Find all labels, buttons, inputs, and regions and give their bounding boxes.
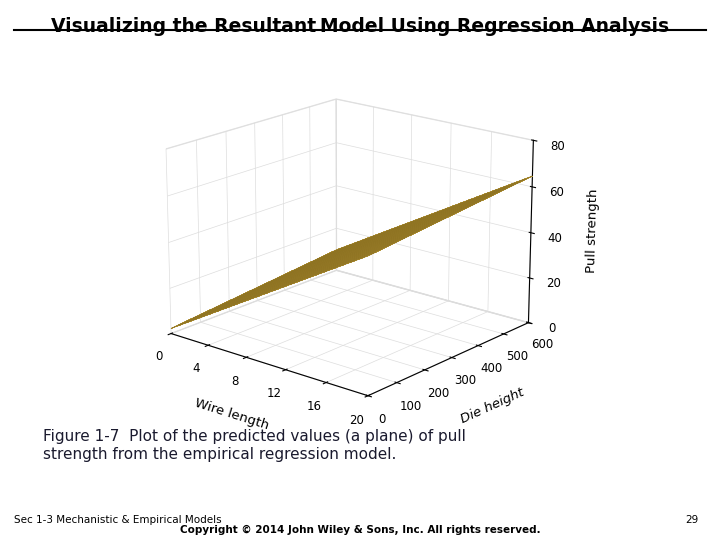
Text: 29: 29 <box>685 515 698 525</box>
Text: Copyright © 2014 John Wiley & Sons, Inc. All rights reserved.: Copyright © 2014 John Wiley & Sons, Inc.… <box>180 524 540 535</box>
Text: Visualizing the Resultant Model Using Regression Analysis: Visualizing the Resultant Model Using Re… <box>51 17 669 36</box>
Text: Sec 1-3 Mechanistic & Empirical Models: Sec 1-3 Mechanistic & Empirical Models <box>14 515 222 525</box>
Y-axis label: Die height: Die height <box>458 386 526 426</box>
X-axis label: Wire length: Wire length <box>193 396 270 432</box>
Text: Figure 1-7  Plot of the predicted values (a plane) of pull
strength from the emp: Figure 1-7 Plot of the predicted values … <box>43 429 466 462</box>
